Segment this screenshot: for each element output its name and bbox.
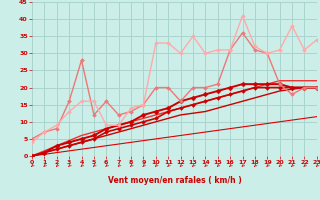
X-axis label: Vent moyen/en rafales ( km/h ): Vent moyen/en rafales ( km/h )	[108, 176, 241, 185]
